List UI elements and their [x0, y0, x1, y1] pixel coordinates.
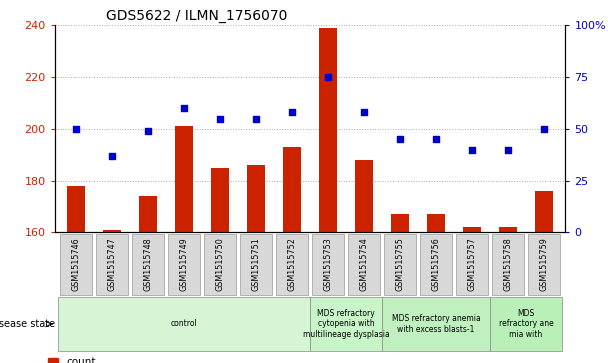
Bar: [96, 234, 128, 295]
Bar: [492, 234, 524, 295]
Text: GSM1515751: GSM1515751: [252, 237, 261, 291]
Text: MDS refractory anemia
with excess blasts-1: MDS refractory anemia with excess blasts…: [392, 314, 480, 334]
Text: control: control: [171, 319, 198, 329]
Bar: [283, 147, 301, 232]
Bar: [499, 227, 517, 232]
Text: GSM1515756: GSM1515756: [432, 237, 440, 291]
Point: [287, 109, 297, 115]
Text: MDS
refractory ane
mia with: MDS refractory ane mia with: [499, 309, 553, 339]
Bar: [175, 126, 193, 232]
Legend: count, percentile rank within the sample: count, percentile rank within the sample: [48, 357, 243, 363]
Text: GDS5622 / ILMN_1756070: GDS5622 / ILMN_1756070: [106, 9, 287, 23]
Point: [359, 109, 369, 115]
Bar: [456, 234, 488, 295]
Bar: [58, 297, 310, 351]
Point: [539, 126, 549, 132]
Text: disease state: disease state: [0, 319, 55, 329]
Text: GSM1515758: GSM1515758: [503, 237, 513, 291]
Text: GSM1515748: GSM1515748: [143, 237, 153, 291]
Point: [503, 147, 513, 152]
Text: GSM1515753: GSM1515753: [323, 237, 333, 291]
Point: [108, 153, 117, 159]
Bar: [211, 168, 229, 232]
Point: [143, 128, 153, 134]
Bar: [310, 297, 382, 351]
Bar: [132, 234, 164, 295]
Point: [251, 115, 261, 121]
Text: GSM1515757: GSM1515757: [468, 237, 477, 291]
Text: MDS refractory
cytopenia with
multilineage dysplasia: MDS refractory cytopenia with multilinea…: [303, 309, 389, 339]
Point: [467, 147, 477, 152]
Bar: [67, 186, 85, 232]
Bar: [139, 196, 157, 232]
Bar: [312, 234, 344, 295]
Bar: [490, 297, 562, 351]
Bar: [427, 214, 445, 232]
Text: GSM1515752: GSM1515752: [288, 237, 297, 291]
Bar: [276, 234, 308, 295]
Bar: [463, 227, 481, 232]
Bar: [528, 234, 560, 295]
Text: GSM1515746: GSM1515746: [72, 237, 81, 291]
Text: GSM1515749: GSM1515749: [180, 237, 188, 291]
Bar: [247, 165, 265, 232]
Bar: [60, 234, 92, 295]
Point: [323, 74, 333, 80]
Bar: [168, 234, 201, 295]
Point: [179, 105, 189, 111]
Text: GSM1515754: GSM1515754: [359, 237, 368, 291]
Point: [71, 126, 81, 132]
Bar: [348, 234, 380, 295]
Bar: [420, 234, 452, 295]
Text: GSM1515759: GSM1515759: [539, 237, 548, 291]
Bar: [535, 191, 553, 232]
Bar: [103, 230, 121, 232]
Bar: [384, 234, 416, 295]
Bar: [204, 234, 237, 295]
Bar: [319, 28, 337, 232]
Point: [215, 115, 225, 121]
Point: [431, 136, 441, 142]
Point: [395, 136, 405, 142]
Bar: [355, 160, 373, 232]
Bar: [391, 214, 409, 232]
Bar: [382, 297, 490, 351]
Bar: [240, 234, 272, 295]
Text: GSM1515747: GSM1515747: [108, 237, 117, 291]
Text: GSM1515755: GSM1515755: [395, 237, 404, 291]
Text: GSM1515750: GSM1515750: [216, 237, 225, 291]
